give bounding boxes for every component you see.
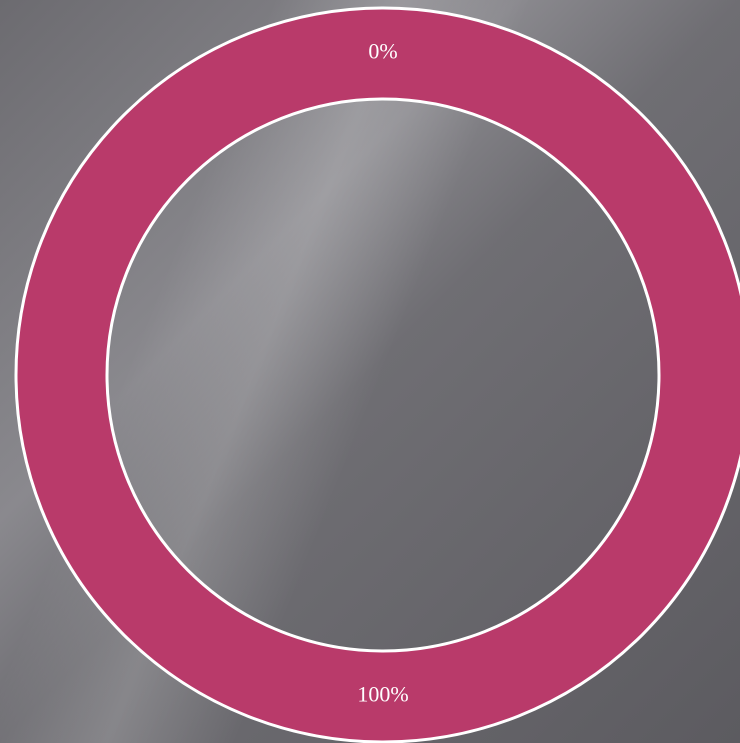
data-label: 0% [368,39,397,64]
outer-border [14,6,740,743]
plot: 0% 100% [14,6,740,743]
data-label: 100% [357,682,408,707]
inner-border [105,97,661,653]
